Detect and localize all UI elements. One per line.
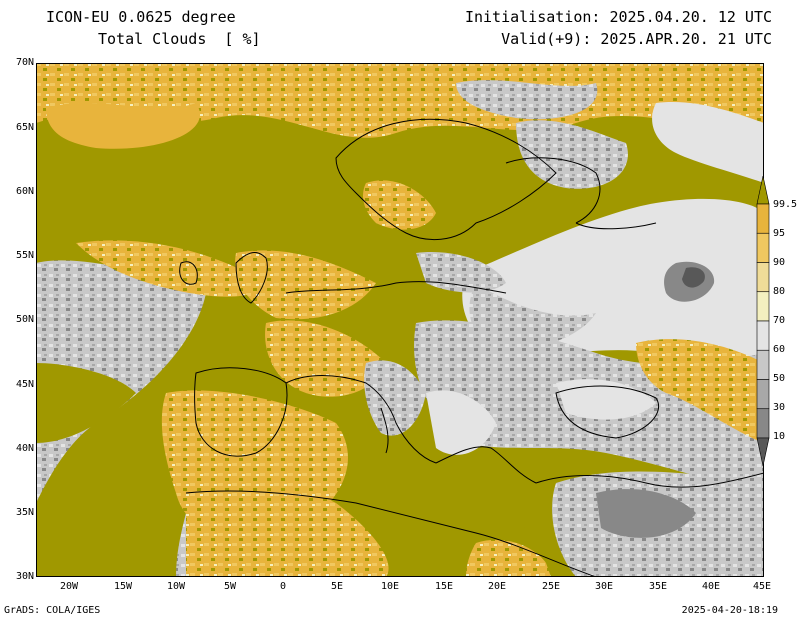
lat-label-40n: 40N [15,443,34,454]
lat-label-55n: 55N [15,250,34,261]
lon-label-5w: 5W [223,581,237,592]
lon-label-0: 0 [279,581,287,592]
lon-label-45e: 45E [752,581,772,592]
lon-label-35e: 35E [648,581,668,592]
lon-label-30e: 30E [594,581,614,592]
cloud-cover-map [36,63,764,577]
legend-label-10: 10 [773,431,786,442]
atlantic-clear [36,260,206,503]
lon-label-25e: 25E [541,581,561,592]
legend-label-50: 50 [773,373,786,384]
north-cloud-band [36,63,764,138]
parameter-title: Total Clouds [ %] [98,30,261,48]
color-legend [756,176,770,466]
lon-label-40e: 40E [701,581,721,592]
legend-label-80: 80 [773,286,786,297]
lat-label-70n: 70N [15,57,34,68]
legend-color-box [756,232,770,263]
legend-label-95: 95 [773,228,786,239]
initialisation-time: Initialisation: 2025.04.20. 12 UTC [464,8,772,26]
valid-time: Valid(+9): 2025.APR.20. 21 UTC [501,30,772,48]
coastlines [179,118,764,577]
lat-label-60n: 60N [15,186,34,197]
legend-color-box [756,408,770,439]
lat-label-35n: 35N [15,507,34,518]
lat-label-45n: 45N [15,379,34,390]
legend-color-box [756,262,770,293]
lat-label-30n: 30N [15,571,34,582]
legend-color-box [756,349,770,380]
lon-label-10e: 10E [380,581,400,592]
lon-label-15w: 15W [113,581,133,592]
render-timestamp: 2025-04-20-18:19 [681,605,778,616]
legend-label-60: 60 [773,344,786,355]
grads-credit: GrADS: COLA/IGES [4,605,101,616]
lon-label-5e: 5E [330,581,344,592]
legend-color-box [756,379,770,410]
legend-color-box [756,291,770,322]
model-title: ICON-EU 0.0625 degree [46,8,236,26]
legend-color-box [756,203,770,234]
legend-label-99-5: 99.5 [773,199,798,210]
lon-label-20w: 20W [59,581,79,592]
legend-label-30: 30 [773,402,786,413]
lon-label-20e: 20E [487,581,507,592]
lon-label-10w: 10W [166,581,186,592]
lon-label-15e: 15E [434,581,454,592]
legend-color-box [756,320,770,351]
lat-label-65n: 65N [15,122,34,133]
legend-triangle-bottom [756,437,770,466]
legend-label-90: 90 [773,257,786,268]
legend-triangle-top [756,176,770,205]
lat-label-50n: 50N [15,314,34,325]
legend-label-70: 70 [773,315,786,326]
